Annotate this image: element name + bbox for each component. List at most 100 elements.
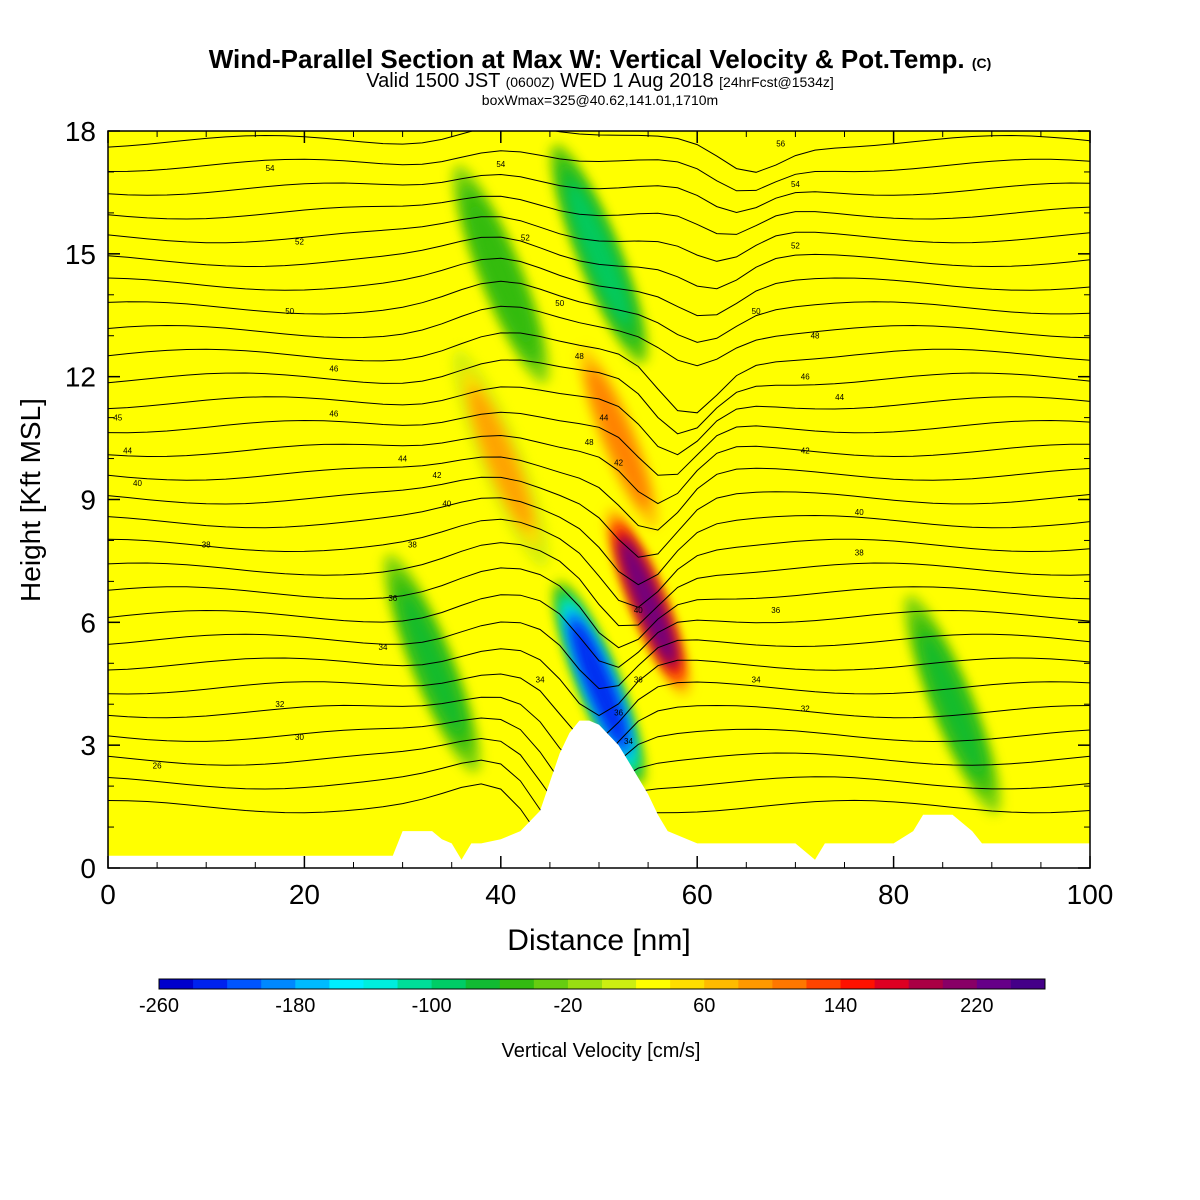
colorbar-tick-label: 220 <box>960 995 993 1017</box>
contour-label: 40 <box>634 606 643 615</box>
y-tick-label: 12 <box>65 362 96 393</box>
colorbar-swatch <box>567 979 603 989</box>
contour-label: 52 <box>295 238 304 247</box>
y-tick-label: 9 <box>80 485 96 516</box>
colorbar-swatch <box>261 979 296 989</box>
theta-contour-line <box>108 386 1090 456</box>
colorbar-tick-label: -260 <box>139 995 179 1017</box>
colorbar-tick-label: -20 <box>553 995 582 1017</box>
colorbar-swatch <box>431 979 467 989</box>
colorbar-swatch <box>942 979 978 989</box>
theta-contour-line <box>108 497 1090 586</box>
contour-label: 46 <box>329 410 338 419</box>
contour-label: 50 <box>285 307 294 316</box>
contour-label: 52 <box>521 233 530 242</box>
y-tick-label: 15 <box>65 239 96 270</box>
theta-contour-line <box>108 332 1090 414</box>
contour-label: 38 <box>408 541 417 550</box>
contour-label: 42 <box>433 471 442 480</box>
theta-contour-line <box>108 236 1090 290</box>
vertical-velocity-field <box>383 144 1001 814</box>
colorbar-swatch <box>295 979 330 989</box>
colorbar-swatch <box>636 979 671 989</box>
colorbar-swatch <box>1010 979 1046 989</box>
colorbar-tick-label: 60 <box>693 995 715 1017</box>
forecast-info: [24hrFcst@1534z] <box>719 74 834 90</box>
colorbar-swatch <box>976 979 1012 989</box>
colorbar-swatch <box>533 979 569 989</box>
colorbar-swatch <box>499 979 535 989</box>
contour-label: 36 <box>614 708 623 717</box>
colorbar-swatch <box>329 979 364 989</box>
y-tick-label: 3 <box>80 730 96 761</box>
theta-contour-line <box>108 542 1090 627</box>
contour-label: 48 <box>585 438 594 447</box>
vv-shade <box>469 202 532 346</box>
theta-contour-line <box>108 594 1090 668</box>
colorbar-swatch <box>159 979 194 989</box>
x-tick-label: 0 <box>100 879 116 910</box>
contour-label: 54 <box>496 160 505 169</box>
contour-label: 26 <box>153 762 162 771</box>
title-copyright: (C) <box>971 55 992 71</box>
contour-label: 36 <box>771 606 780 615</box>
colorbar-swatch <box>602 979 637 989</box>
colorbar-swatch <box>465 979 501 989</box>
contour-label: 44 <box>835 393 844 402</box>
theta-contour-line <box>108 150 1090 192</box>
colorbar-swatch <box>193 979 228 989</box>
contour-label: 42 <box>801 446 810 455</box>
theta-contour-line <box>108 280 1090 343</box>
theta-contour-line <box>108 434 1090 505</box>
colorbar-swatch <box>363 979 399 989</box>
contour-label: 44 <box>599 414 608 423</box>
contour-label: 50 <box>752 307 761 316</box>
valid-prefix: Valid 1500 JST <box>366 70 501 92</box>
contour-label: 44 <box>398 455 407 464</box>
valid-utc: (0600Z) <box>505 74 555 90</box>
contour-label: 36 <box>388 594 397 603</box>
x-tick-label: 60 <box>682 879 713 910</box>
vv-shade <box>621 540 675 664</box>
vv-feature-down <box>553 581 645 787</box>
colorbar-swatch <box>397 979 433 989</box>
x-tick-label: 20 <box>289 879 320 910</box>
theta-contour-line <box>108 173 1090 214</box>
x-axis-label: Distance [nm] <box>507 924 690 957</box>
contour-label: 44 <box>123 446 132 455</box>
colorbar-tick-label: -180 <box>275 995 315 1017</box>
terrain <box>108 720 1090 868</box>
y-tick-label: 6 <box>80 607 96 638</box>
contour-label: 30 <box>295 733 304 742</box>
contour-labels: 26 30 32 34 36 38 38 40 44 45 44 46 46 50 52 54 42 40 34 52… <box>113 139 864 770</box>
contour-label: 46 <box>801 373 810 382</box>
contour-label: 46 <box>329 364 338 373</box>
contour-label: 56 <box>776 139 785 148</box>
colorbar-tick-label: -100 <box>412 995 452 1017</box>
valid-date: WED 1 Aug 2018 <box>560 70 714 92</box>
colorbar-swatch <box>772 979 807 989</box>
theta-contour-line <box>108 257 1090 317</box>
contour-label: 48 <box>811 332 820 341</box>
theta-contour-line <box>108 216 1090 262</box>
colorbar-border <box>158 978 1046 990</box>
x-tick-label: 80 <box>878 879 909 910</box>
colorbar-swatch <box>738 979 773 989</box>
contour-label: 34 <box>536 676 545 685</box>
theta-contour-line <box>108 518 1090 608</box>
theta-contour-line <box>108 648 1090 717</box>
colorbar-swatch <box>908 979 944 989</box>
contour-label: 32 <box>801 704 810 713</box>
contour-label: 52 <box>791 242 800 251</box>
vv-feature-up <box>452 349 549 568</box>
colorbar: Vertical Velocity [cm/s] -260 -180 -100 -20… <box>139 978 1046 1062</box>
colorbar-label: Vertical Velocity [cm/s] <box>502 1040 701 1062</box>
contour-label: 54 <box>791 180 800 189</box>
vv-feature-up <box>602 499 694 705</box>
contour-label: 54 <box>266 164 275 173</box>
contour-label: 38 <box>202 541 211 550</box>
contour-label: 36 <box>634 676 643 685</box>
contour-label: 42 <box>614 459 623 468</box>
theta-contour-line <box>108 305 1090 367</box>
